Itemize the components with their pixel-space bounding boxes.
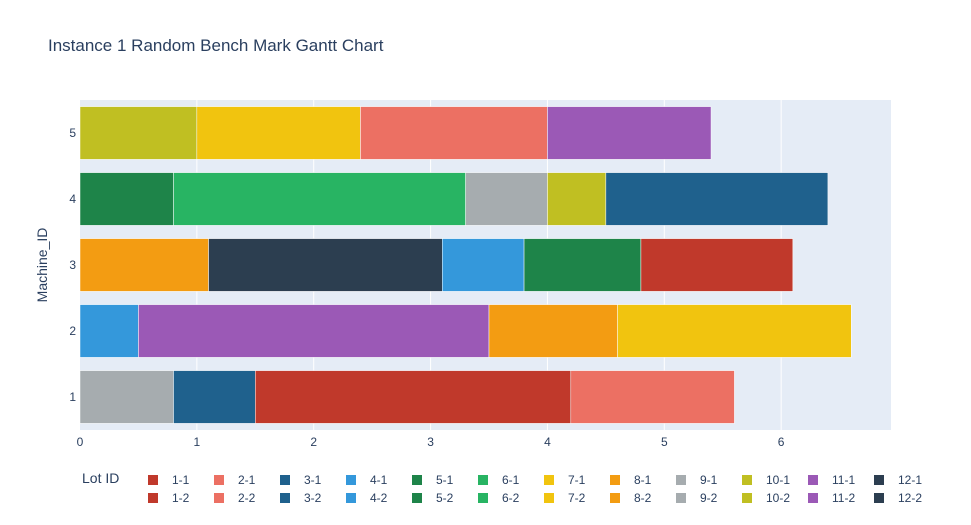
legend-label-12-2: 12-2 — [898, 491, 922, 505]
legend-swatch-9-2 — [676, 493, 686, 503]
x-tick-label-4: 4 — [544, 435, 551, 449]
task-bar-machine-3-lot-12 — [208, 238, 443, 292]
task-bar-machine-4-lot-9 — [465, 172, 548, 226]
y-tick-label-1: 1 — [69, 390, 76, 404]
x-tick-label-3: 3 — [427, 435, 434, 449]
legend-swatch-2-2 — [214, 493, 224, 503]
task-bar-machine-1-lot-1 — [255, 370, 572, 424]
legend-label-8-2: 8-2 — [634, 491, 652, 505]
legend-swatch-10-1 — [742, 475, 752, 485]
legend-swatch-4-2 — [346, 493, 356, 503]
legend-swatch-6-2 — [478, 493, 488, 503]
legend-label-6-1: 6-1 — [502, 473, 520, 487]
y-tick-label-3: 3 — [69, 258, 76, 272]
legend-label-10-1: 10-1 — [766, 473, 790, 487]
legend-swatch-2-1 — [214, 475, 224, 485]
task-bar-machine-2-lot-8 — [488, 304, 618, 358]
legend-label-5-1: 5-1 — [436, 473, 454, 487]
task-bar-machine-1-lot-9 — [79, 370, 174, 424]
legend-label-3-1: 3-1 — [304, 473, 322, 487]
legend-label-9-1: 9-1 — [700, 473, 718, 487]
x-tick-label-2: 2 — [310, 435, 317, 449]
legend-label-10-2: 10-2 — [766, 491, 790, 505]
legend-swatch-1-1 — [148, 475, 158, 485]
task-bar-machine-5-lot-7 — [196, 106, 361, 160]
legend-label-11-2: 11-2 — [832, 491, 855, 505]
task-bar-machine-4-lot-6 — [173, 172, 466, 226]
task-bar-machine-2-lot-11 — [138, 304, 490, 358]
legend-swatch-11-2 — [808, 493, 818, 503]
x-axis-ticks: 0 1 2 3 4 5 6 — [77, 435, 785, 449]
task-bar-machine-5-lot-11 — [547, 106, 712, 160]
legend-swatch-7-2 — [544, 493, 554, 503]
legend-label-3-2: 3-2 — [304, 491, 322, 505]
task-bar-machine-5-lot-2 — [360, 106, 548, 160]
legend-label-6-2: 6-2 — [502, 491, 520, 505]
legend-swatch-6-1 — [478, 475, 488, 485]
legend: 1-1 2-1 3-1 4-1 5-1 6-1 7-1 8-1 9-1 10-1 11-1 12-1 1… — [148, 473, 922, 505]
task-bar-machine-2-lot-4 — [79, 304, 139, 358]
task-bar-machine-2-lot-7 — [617, 304, 852, 358]
legend-label-4-1: 4-1 — [370, 473, 388, 487]
legend-label-8-1: 8-1 — [634, 473, 652, 487]
x-tick-label-5: 5 — [661, 435, 668, 449]
legend-swatch-11-1 — [808, 475, 818, 485]
legend-label-7-2: 7-2 — [568, 491, 586, 505]
legend-label-2-1: 2-1 — [238, 473, 256, 487]
y-tick-label-4: 4 — [69, 192, 76, 206]
task-bar-machine-4-lot-3 — [605, 172, 829, 226]
task-bar-machine-4-lot-10 — [547, 172, 607, 226]
gantt-bars — [79, 106, 852, 424]
task-bar-machine-3-lot-1 — [640, 238, 794, 292]
chart-title: Instance 1 Random Bench Mark Gantt Chart — [48, 36, 384, 55]
legend-swatch-3-2 — [280, 493, 290, 503]
x-tick-label-1: 1 — [194, 435, 201, 449]
legend-swatch-12-1 — [874, 475, 884, 485]
legend-label-11-1: 11-1 — [832, 473, 855, 487]
legend-swatch-4-1 — [346, 475, 356, 485]
legend-swatch-9-1 — [676, 475, 686, 485]
x-tick-label-6: 6 — [778, 435, 785, 449]
legend-swatch-3-1 — [280, 475, 290, 485]
task-bar-machine-1-lot-2 — [570, 370, 735, 424]
task-bar-machine-5-lot-10 — [79, 106, 198, 160]
task-bar-machine-3-lot-8 — [79, 238, 209, 292]
y-axis-ticks: 1 2 3 4 5 — [69, 126, 76, 404]
legend-swatch-12-2 — [874, 493, 884, 503]
legend-label-2-2: 2-2 — [238, 491, 256, 505]
task-bar-machine-3-lot-4 — [442, 238, 525, 292]
legend-label-7-1: 7-1 — [568, 473, 586, 487]
legend-label-1-1: 1-1 — [172, 473, 190, 487]
legend-title: Lot ID — [82, 470, 119, 486]
legend-swatch-8-1 — [610, 475, 620, 485]
task-bar-machine-3-lot-5 — [523, 238, 642, 292]
legend-label-12-1: 12-1 — [898, 473, 922, 487]
legend-swatch-1-2 — [148, 493, 158, 503]
legend-swatch-10-2 — [742, 493, 752, 503]
legend-swatch-8-2 — [610, 493, 620, 503]
x-tick-label-0: 0 — [77, 435, 84, 449]
legend-swatch-5-2 — [412, 493, 422, 503]
legend-label-9-2: 9-2 — [700, 491, 718, 505]
legend-swatch-5-1 — [412, 475, 422, 485]
y-axis-title: Machine_ID — [34, 228, 50, 303]
y-tick-label-2: 2 — [69, 324, 76, 338]
y-tick-label-5: 5 — [69, 126, 76, 140]
legend-label-1-2: 1-2 — [172, 491, 190, 505]
legend-label-5-2: 5-2 — [436, 491, 454, 505]
task-bar-machine-4-lot-5 — [79, 172, 174, 226]
task-bar-machine-1-lot-3 — [173, 370, 256, 424]
legend-label-4-2: 4-2 — [370, 491, 388, 505]
legend-swatch-7-1 — [544, 475, 554, 485]
